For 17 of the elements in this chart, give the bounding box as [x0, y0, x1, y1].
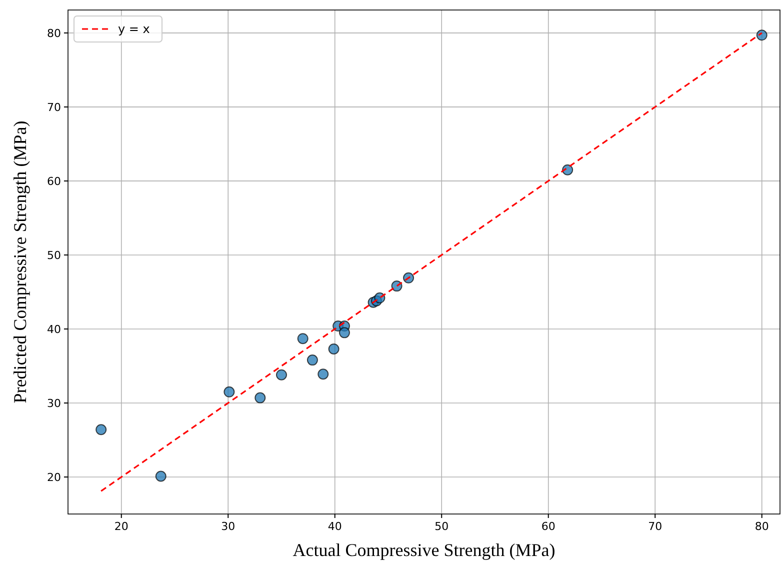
y-tick-label: 60	[47, 174, 61, 188]
x-tick-label: 20	[114, 520, 128, 533]
x-tick-label: 60	[541, 520, 556, 533]
x-tick-label: 30	[221, 520, 236, 533]
x-tick-label: 70	[648, 520, 662, 533]
y-tick-label: 40	[47, 322, 61, 336]
x-tick-label: 80	[754, 520, 769, 533]
y-tick-label: 70	[47, 100, 61, 114]
x-axis-title: Actual Compressive Strength (MPa)	[292, 540, 556, 560]
y-axis-title: Predicted Compressive Strength (MPa)	[10, 120, 30, 404]
y-tick-label: 50	[47, 248, 61, 262]
legend-label: y = x	[118, 22, 150, 36]
y-tick-label: 20	[47, 470, 61, 484]
x-tick-label: 50	[434, 520, 449, 533]
y-tick-label: 80	[47, 26, 61, 40]
x-tick-label: 40	[328, 520, 342, 533]
y-tick-label: 30	[47, 396, 61, 410]
